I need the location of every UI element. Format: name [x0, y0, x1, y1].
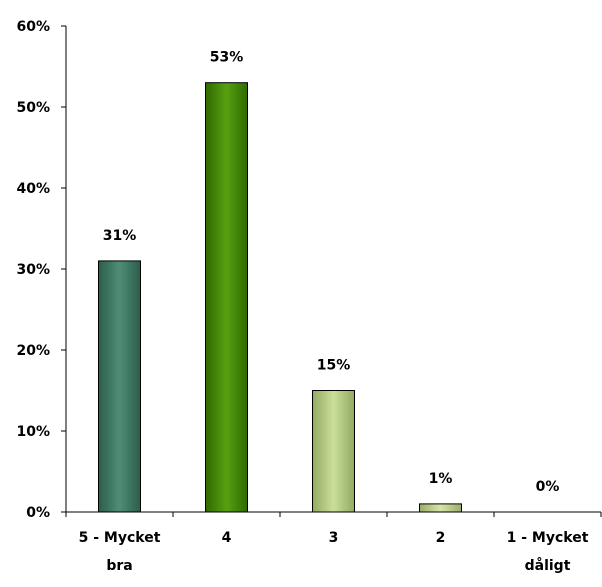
y-tick-label: 10% [16, 424, 50, 440]
x-tick-label: 3 [329, 530, 339, 546]
bar [419, 503, 462, 513]
data-label: 31% [103, 228, 137, 244]
bar [312, 390, 355, 513]
y-axis-ticks: 0% 10% 20% 30% 40% 50% 60% [16, 19, 602, 521]
bars [98, 82, 462, 513]
y-tick-label: 50% [16, 100, 50, 116]
y-tick-label: 40% [16, 181, 50, 197]
data-label: 15% [317, 358, 351, 374]
bar [205, 82, 248, 513]
y-tick-label: 20% [16, 343, 50, 359]
x-axis-labels: 5 - Mycket bra 4 3 2 1 - Mycket dåligt [79, 530, 589, 574]
data-label: 53% [210, 50, 244, 66]
x-tick-label: 2 [436, 530, 446, 546]
data-label: 1% [429, 471, 453, 487]
y-tick-label: 30% [16, 262, 50, 278]
y-tick-label: 0% [26, 505, 50, 521]
x-tick-label: 4 [222, 530, 232, 546]
bar [98, 260, 141, 513]
data-labels: 31% 53% 15% 1% 0% [103, 50, 560, 495]
x-tick-label: 5 - Mycket bra [79, 530, 161, 574]
y-tick-label: 60% [16, 19, 50, 35]
data-label: 0% [536, 479, 560, 495]
x-tick-label: 1 - Mycket dåligt [507, 530, 589, 574]
